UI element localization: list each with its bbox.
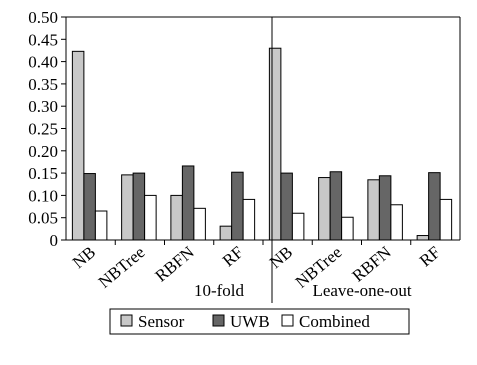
- legend-swatch-uwb: [212, 314, 225, 327]
- legend-label-uwb: UWB: [230, 312, 270, 331]
- category-label-nbtree: NBTree: [95, 243, 149, 292]
- y-tick-label: 0.20: [28, 142, 58, 161]
- bar-combined-rf: [242, 198, 256, 241]
- y-tick-label: 0.45: [28, 30, 58, 49]
- legend-box: [109, 308, 410, 335]
- category-label-rbfn: RBFN: [151, 243, 197, 286]
- bar-combined-nb: [94, 210, 108, 241]
- bar-sensor-nbtree: [121, 174, 134, 241]
- category-label-nb: NB: [266, 243, 296, 273]
- bar-sensor-nb: [71, 50, 85, 241]
- bar-combined-nb: [291, 212, 305, 241]
- bar-uwb-rbfn: [378, 175, 392, 241]
- y-tick-label: 0: [50, 231, 59, 250]
- bar-uwb-rbfn: [181, 165, 195, 241]
- group-label-10-fold: 10-fold: [194, 281, 245, 300]
- bar-combined-rbfn: [390, 204, 403, 241]
- y-tick-label: 0.35: [28, 75, 58, 94]
- y-tick-label: 0.25: [28, 120, 58, 139]
- y-tick-label: 0.40: [28, 53, 58, 72]
- y-tick-label: 0.05: [28, 209, 58, 228]
- legend-swatch-sensor: [120, 314, 133, 327]
- bar-uwb-nbtree: [329, 171, 343, 241]
- bars-layer: [71, 47, 453, 241]
- bar-sensor-rbfn: [170, 194, 183, 241]
- bar-sensor-rf: [219, 225, 233, 241]
- legend-label-combined: Combined: [299, 312, 370, 331]
- bar-sensor-rf: [416, 235, 430, 241]
- category-label-nb: NB: [69, 243, 99, 273]
- legend-swatch-combined: [281, 314, 294, 327]
- bar-uwb-rf: [428, 172, 441, 241]
- bar-uwb-nb: [280, 172, 293, 241]
- y-tick-label: 0.30: [28, 97, 58, 116]
- y-tick-label: 0.50: [28, 8, 58, 27]
- bar-sensor-nb: [268, 47, 282, 241]
- bar-combined-nbtree: [341, 216, 354, 241]
- x-ticks: [114, 240, 412, 245]
- bar-combined-nbtree: [144, 194, 157, 241]
- bar-sensor-nbtree: [318, 177, 331, 241]
- category-label-rf: RF: [219, 243, 247, 271]
- group-label-leave-one-out: Leave-one-out: [312, 281, 411, 300]
- y-ticks: 0.50 0.45 0.40 0.35 0.30 0.25 0.20 0.15 0.10 0.05…: [28, 8, 66, 250]
- bar-uwb-rf: [231, 171, 244, 241]
- bar-combined-rf: [439, 198, 453, 241]
- y-tick-label: 0.15: [28, 164, 58, 183]
- legend-label-sensor: Sensor: [138, 312, 185, 331]
- bar-sensor-rbfn: [367, 179, 380, 241]
- category-label-rbfn: RBFN: [348, 243, 394, 286]
- bar-uwb-nb: [83, 173, 96, 241]
- bar-uwb-nbtree: [132, 172, 146, 241]
- category-label-rf: RF: [416, 243, 444, 271]
- legend: Sensor UWB Combined: [109, 308, 410, 335]
- y-tick-label: 0.10: [28, 186, 58, 205]
- bar-combined-rbfn: [193, 207, 206, 241]
